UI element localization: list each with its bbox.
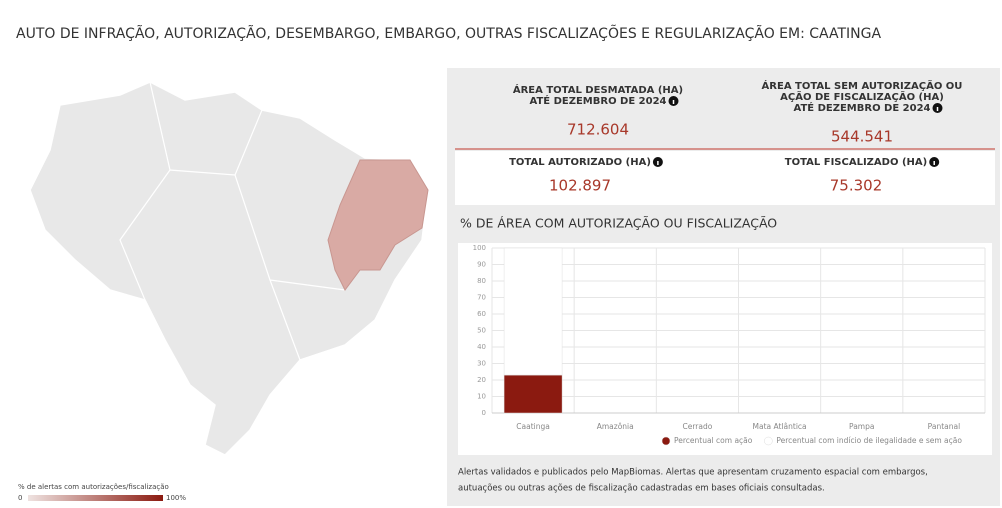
x-tick-label: Amazônia bbox=[597, 422, 634, 431]
kpi-label: TOTAL FISCALIZADO (HA) bbox=[785, 157, 927, 168]
y-tick-label: 30 bbox=[477, 360, 486, 368]
footnote: autuações ou outras ações de fiscalizaçã… bbox=[458, 484, 825, 494]
y-tick-label: 10 bbox=[477, 393, 486, 401]
legend-swatch bbox=[764, 436, 773, 446]
kpi-label: TOTAL AUTORIZADO (HA) bbox=[509, 157, 651, 168]
kpi-label: ÁREA TOTAL SEM AUTORIZAÇÃO OU bbox=[762, 79, 963, 92]
x-tick-label: Pampa bbox=[849, 422, 874, 431]
map-legend-max: 100% bbox=[166, 494, 186, 502]
x-tick-label: Mata Atlântica bbox=[753, 422, 807, 431]
y-tick-label: 50 bbox=[477, 327, 486, 335]
kpi-value: 102.897 bbox=[549, 177, 611, 195]
y-tick-label: 40 bbox=[477, 343, 486, 351]
footnote: Alertas validados e publicados pelo MapB… bbox=[458, 468, 928, 478]
kpi-label: ÁREA TOTAL DESMATADA (HA) bbox=[513, 83, 683, 96]
bar bbox=[503, 247, 563, 376]
map-legend-title: % de alertas com autorizações/fiscalizaç… bbox=[18, 483, 169, 491]
map-legend-min: 0 bbox=[18, 494, 22, 502]
kpi-box bbox=[455, 151, 995, 205]
kpi-value: 544.541 bbox=[831, 128, 893, 146]
kpi-label: AÇÃO DE FISCALIZAÇÃO (HA) bbox=[780, 90, 944, 103]
y-tick-label: 0 bbox=[482, 409, 486, 417]
legend-swatch bbox=[661, 436, 671, 446]
y-tick-label: 80 bbox=[477, 277, 486, 285]
x-tick-label: Cerrado bbox=[682, 422, 712, 431]
y-tick-label: 100 bbox=[473, 244, 486, 252]
page-title: AUTO DE INFRAÇÃO, AUTORIZAÇÃO, DESEMBARG… bbox=[16, 25, 881, 42]
y-tick-label: 20 bbox=[477, 376, 486, 384]
chart-title: % DE ÁREA COM AUTORIZAÇÃO OU FISCALIZAÇÃ… bbox=[460, 216, 777, 231]
legend-label: Percentual com indício de ilegalidade e … bbox=[776, 436, 962, 445]
legend-label: Percentual com ação bbox=[674, 436, 753, 445]
x-tick-label: Pantanal bbox=[928, 422, 961, 431]
map bbox=[29, 81, 429, 456]
kpi-label: ATÉ DEZEMBRO DE 2024 bbox=[529, 94, 666, 107]
kpi-label: ATÉ DEZEMBRO DE 2024 bbox=[793, 101, 930, 114]
y-tick-label: 70 bbox=[477, 294, 486, 302]
kpi-value: 712.604 bbox=[567, 121, 629, 139]
x-tick-label: Caatinga bbox=[516, 422, 550, 431]
y-tick-label: 90 bbox=[477, 261, 486, 269]
map-legend-scale bbox=[28, 495, 163, 501]
kpi-value: 75.302 bbox=[830, 177, 883, 195]
bar bbox=[503, 374, 563, 414]
y-tick-label: 60 bbox=[477, 310, 486, 318]
